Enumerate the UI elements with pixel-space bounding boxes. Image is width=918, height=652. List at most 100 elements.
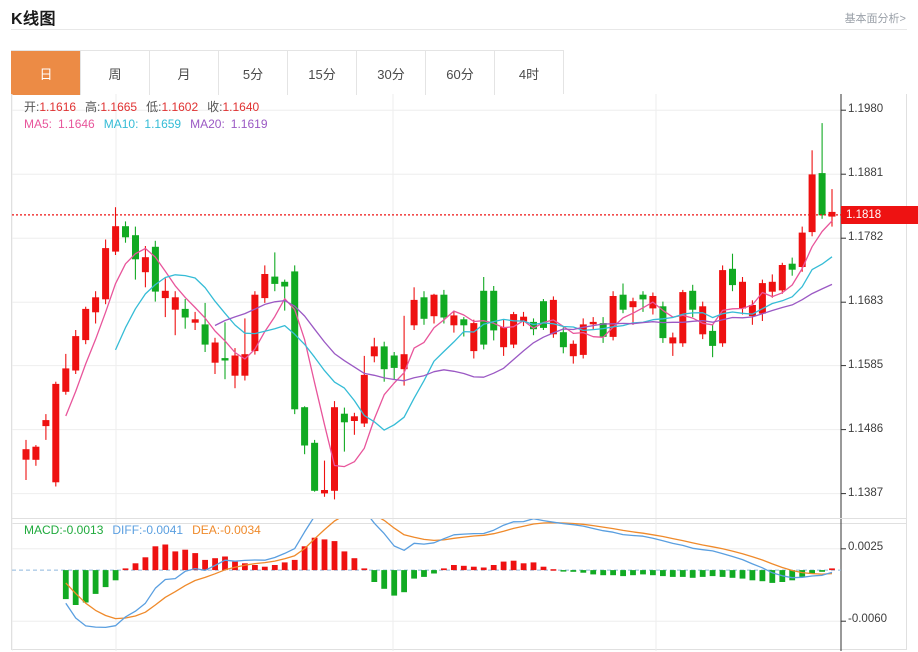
macd-bar [799,570,806,577]
timeframe-tab-7[interactable]: 4时 [494,51,563,95]
macd-bar [719,570,726,577]
macd-bar [321,539,328,571]
candle-body [559,332,567,348]
macd-bar [102,570,109,588]
macd-chart-panel[interactable] [11,518,907,651]
candle-body [798,232,806,267]
candle-body [549,299,557,335]
timeframe-tab-1[interactable]: 周 [80,51,149,95]
macd-bar [819,570,825,572]
candle-body [589,321,597,325]
candle-body [360,374,368,424]
candle-body [92,297,100,313]
macd-bar [341,551,348,571]
candle-body [679,292,687,344]
candle-body [470,323,478,352]
macd-bar [660,570,666,577]
macd-label: MACD: [24,523,63,537]
candle-body [22,449,30,460]
price-axis-label: 1.1980 [848,103,884,116]
candle-body [719,270,727,344]
timeframe-tab-3[interactable]: 5分 [218,51,287,95]
current-price-tag: 1.1818 [841,205,918,224]
candle-body [460,319,468,326]
macd-bar [490,565,497,571]
candle-body [629,301,637,308]
low-value: 1.1602 [161,100,199,114]
macd-bar [610,570,616,576]
timeframe-tab-0[interactable]: 日 [11,51,80,95]
macd-bar [371,570,378,582]
price-axis-label: 1.1782 [848,231,884,244]
macd-bar [192,553,199,571]
macd-bar [152,546,159,571]
macd-bar [769,570,776,583]
candle-body [450,315,458,326]
macd-bar [590,570,597,575]
candle-body [709,330,717,346]
macd-bar [172,551,179,571]
candle-body [500,326,508,348]
candle-body [828,211,836,217]
macd-bar [789,570,796,581]
macd-bar [421,570,427,577]
macd-bar [401,570,407,593]
macd-bar [142,557,149,571]
macd-bar [222,556,228,571]
macd-bar [600,570,607,576]
candle-body [191,319,199,323]
candle-body [370,346,378,357]
candle-body [52,383,60,483]
timeframe-tab-6[interactable]: 60分 [425,51,494,95]
high-label: 高: [85,100,101,114]
fundamental-analysis-link[interactable]: 基本面分析> [844,13,906,25]
candle-body [430,294,438,317]
candle-body [122,226,130,238]
candle-body [410,299,418,326]
candle-body [390,355,398,368]
candle-body [132,235,140,260]
macd-bar [689,570,696,578]
candle-body [42,420,50,427]
close-label: 收: [207,100,223,114]
macd-bar [451,565,457,571]
header-divider [11,29,907,30]
candle-body [380,346,388,370]
macd-bar [212,558,218,571]
macd-chart-canvas [12,519,846,651]
candle-body [241,354,249,376]
macd-bar [630,570,636,576]
candle-body [739,281,747,309]
macd-bar [560,570,567,572]
macd-bar [331,541,338,571]
macd-bar [709,570,716,577]
candle-body [400,354,408,370]
candle-body [320,489,328,494]
macd-bar [759,570,766,582]
ma10-value: 1.1659 [144,117,182,131]
macd-legend: MACD:-0.0013 DIFF:-0.0041 DEA:-0.0034 [24,523,261,537]
macd-bar [739,570,746,579]
price-chart-panel[interactable] [11,94,907,524]
candle-body [72,336,80,371]
candle-body [510,314,518,345]
timeframe-tab-4[interactable]: 15分 [287,51,356,95]
candle-body [480,290,488,345]
macd-bar [391,570,398,596]
candle-body [818,173,826,216]
macd-bar [92,570,99,594]
dea-line [65,519,833,620]
timeframe-tab-5[interactable]: 30分 [356,51,425,95]
dea-label: DEA: [192,523,221,537]
candle-body [330,407,338,491]
price-axis-label: 1.1585 [848,358,884,371]
candlestick-series [22,123,836,500]
macd-bar [749,570,756,581]
macd-bar [441,568,447,571]
diff-value: -0.0041 [142,523,184,537]
macd-bar [72,570,79,605]
timeframe-tab-2[interactable]: 月 [149,51,218,95]
candle-body [609,295,617,337]
candle-body [490,290,498,331]
ma5-line [65,220,833,468]
